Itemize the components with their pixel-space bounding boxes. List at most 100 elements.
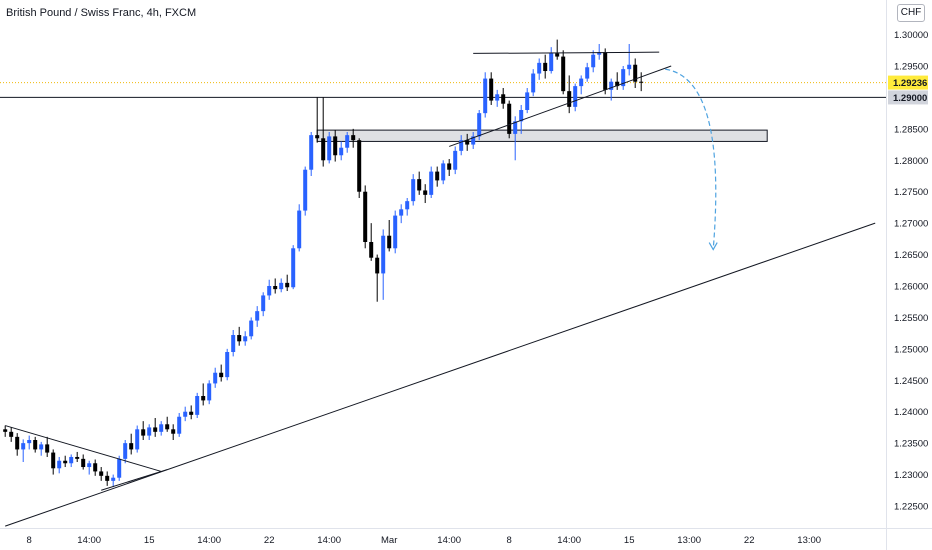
candle-body [147, 427, 152, 436]
level-price-badge: 1.29000 [888, 90, 928, 105]
candle [327, 132, 332, 164]
candle-body [555, 53, 560, 57]
long-term-trendline [5, 222, 876, 527]
currency-button[interactable]: CHF [897, 4, 925, 22]
candle [279, 278, 284, 293]
last-price-badge-bg [888, 75, 928, 90]
candle [441, 160, 446, 185]
candle-body [243, 336, 248, 342]
time-tick-label: Mar [381, 535, 397, 546]
candle [465, 133, 470, 151]
candle-body [597, 52, 602, 55]
candle-body [141, 429, 146, 436]
upper-resistance-line [473, 51, 660, 54]
candle [21, 439, 26, 462]
candle-body [633, 64, 638, 82]
candle-body [417, 179, 422, 191]
candle-body [261, 295, 266, 312]
candle [159, 421, 164, 436]
candle [369, 223, 374, 261]
candle-body [639, 81, 644, 83]
candle-body [429, 171, 434, 195]
candle-body [333, 136, 338, 156]
candle-body [507, 103, 512, 134]
last-price-badge-text: 1.29236 [893, 78, 927, 89]
candle [153, 418, 158, 437]
candle-body [615, 81, 620, 87]
level-badge-text: 1.29000 [893, 93, 927, 104]
candle-body [609, 81, 614, 90]
candle [423, 184, 428, 204]
candle-body [45, 444, 50, 453]
candle [195, 392, 200, 418]
candle-body [93, 463, 98, 472]
price-tick-label: 1.23000 [894, 470, 928, 481]
candle-body [309, 135, 314, 170]
candle [309, 132, 314, 176]
resistance-zone [316, 129, 768, 142]
candle-body [537, 62, 542, 74]
candle-body [33, 440, 38, 450]
candle [459, 135, 464, 156]
candle [549, 47, 554, 74]
candle-body [21, 443, 26, 450]
candle-body [459, 140, 464, 151]
candle-body [489, 78, 494, 101]
candle [351, 128, 356, 148]
candles [3, 39, 644, 488]
candle [639, 72, 644, 92]
candle-body [201, 396, 206, 401]
candle [117, 455, 122, 481]
candle [399, 204, 404, 224]
candle-body [207, 383, 212, 401]
candle [9, 427, 14, 442]
price-tick-label: 1.23500 [894, 439, 928, 450]
candle [333, 130, 338, 162]
candle-body [471, 136, 476, 145]
candle [321, 97, 326, 167]
price-tick-label: 1.24500 [894, 376, 928, 387]
candle [99, 467, 104, 481]
candle [87, 460, 92, 475]
candle-body [357, 140, 362, 192]
candle [63, 455, 68, 468]
candle [405, 198, 410, 216]
candle [339, 141, 344, 161]
candle-body [153, 427, 158, 432]
candle-body [381, 235, 386, 274]
candle [255, 306, 260, 327]
candle [141, 421, 146, 440]
candle-body [237, 335, 242, 342]
projection-arrow-head [708, 242, 718, 251]
candle-body [369, 242, 374, 258]
candle [597, 44, 602, 60]
candle [483, 72, 488, 118]
candle-body [519, 110, 524, 122]
candle-body [513, 121, 518, 134]
candle [615, 72, 620, 90]
candle-body [579, 78, 584, 87]
candle [621, 66, 626, 90]
time-tick-label: 14:00 [77, 535, 101, 546]
candle-body [165, 424, 170, 430]
candle [555, 39, 560, 60]
time-tick-label: 14:00 [557, 535, 581, 546]
price-tick-label: 1.25500 [894, 313, 928, 324]
candle-body [135, 429, 140, 450]
candle [147, 424, 152, 440]
candle-body [291, 248, 296, 288]
candle-body [345, 135, 350, 148]
candle-body [69, 456, 74, 464]
candle [489, 72, 494, 105]
candle-body [393, 215, 398, 249]
candle-body [321, 138, 326, 161]
candle [123, 440, 128, 464]
candle-body [213, 372, 218, 384]
candle-body [315, 135, 320, 139]
candle-body [57, 460, 62, 469]
time-tick-label: 8 [507, 535, 512, 546]
candle [285, 274, 290, 292]
price-tick-label: 1.28500 [894, 124, 928, 135]
candle-body [531, 73, 536, 93]
